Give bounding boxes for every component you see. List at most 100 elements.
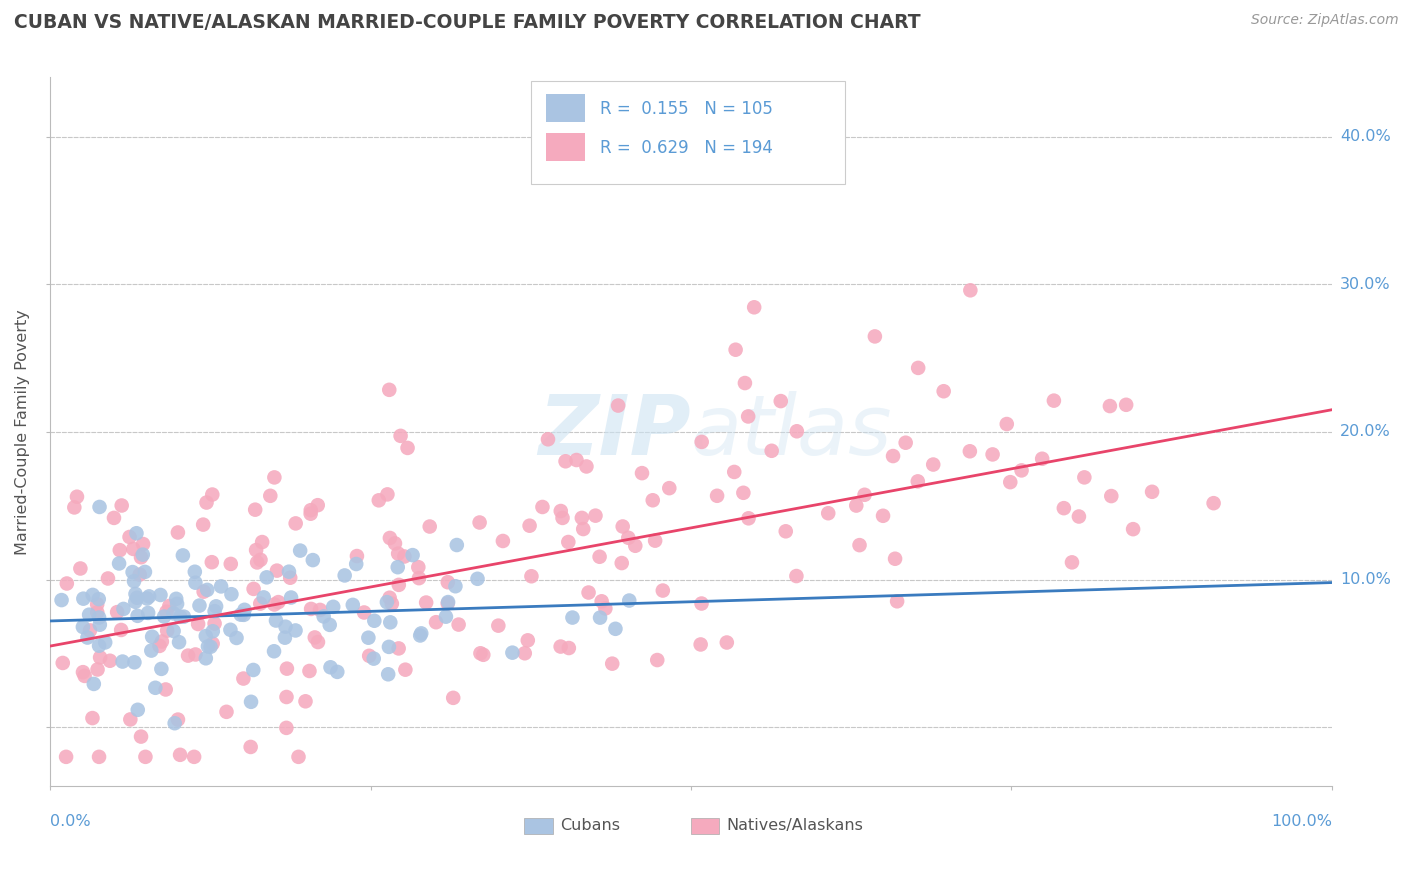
Point	[359, 648, 381, 663]
Point	[388, 578, 411, 592]
Text: Cubans: Cubans	[560, 818, 620, 833]
Point	[1043, 393, 1066, 408]
Text: Natives/Alaskans: Natives/Alaskans	[727, 818, 863, 833]
Point	[690, 597, 713, 611]
Point	[127, 608, 149, 623]
Point	[249, 553, 271, 567]
Point	[288, 543, 311, 558]
Point	[785, 569, 807, 583]
Point	[520, 569, 543, 583]
Point	[595, 601, 617, 615]
Point	[367, 493, 389, 508]
Point	[817, 506, 839, 520]
Point	[191, 517, 214, 532]
Point	[204, 616, 226, 631]
Point	[299, 503, 322, 517]
Point	[519, 518, 541, 533]
Point	[298, 664, 321, 678]
Point	[1099, 489, 1122, 503]
Point	[388, 641, 411, 656]
Point	[394, 549, 416, 564]
Point	[94, 635, 117, 649]
Point	[644, 533, 666, 548]
Point	[516, 633, 538, 648]
Point	[105, 605, 128, 619]
Point	[197, 640, 219, 654]
Point	[280, 591, 302, 605]
Point	[209, 579, 232, 593]
Point	[86, 606, 108, 620]
Point	[72, 665, 94, 680]
Point	[51, 593, 73, 607]
Point	[148, 639, 170, 653]
Point	[1073, 470, 1095, 484]
Point	[69, 561, 91, 575]
Point	[284, 516, 307, 531]
Point	[163, 716, 186, 731]
Point	[723, 465, 745, 479]
Point	[959, 283, 981, 297]
Point	[769, 394, 792, 409]
Point	[612, 519, 634, 533]
FancyBboxPatch shape	[690, 818, 718, 834]
Point	[558, 640, 581, 655]
Point	[605, 622, 627, 636]
Point	[127, 703, 149, 717]
Point	[215, 705, 238, 719]
Point	[550, 504, 572, 518]
Point	[232, 672, 254, 686]
Point	[122, 541, 145, 556]
Point	[194, 629, 217, 643]
Point	[87, 610, 110, 624]
Point	[363, 614, 385, 628]
Point	[863, 329, 886, 343]
Point	[531, 500, 554, 514]
Point	[233, 603, 256, 617]
Point	[183, 749, 205, 764]
Point	[301, 553, 323, 567]
Point	[377, 667, 399, 681]
Point	[995, 417, 1018, 431]
Point	[87, 749, 110, 764]
Point	[111, 655, 134, 669]
Point	[195, 582, 218, 597]
Point	[617, 531, 640, 545]
Point	[619, 593, 641, 607]
Point	[610, 556, 633, 570]
Point	[87, 639, 110, 653]
Point	[565, 453, 588, 467]
Point	[82, 711, 104, 725]
Point	[645, 653, 668, 667]
Point	[219, 557, 242, 571]
Point	[103, 511, 125, 525]
Point	[299, 507, 322, 521]
Point	[375, 595, 398, 609]
Point	[122, 574, 145, 589]
Point	[98, 654, 121, 668]
Point	[110, 623, 132, 637]
Point	[184, 648, 207, 662]
Point	[86, 597, 108, 611]
Point	[304, 631, 326, 645]
Point	[276, 662, 298, 676]
Point	[229, 607, 252, 622]
Point	[333, 568, 356, 582]
Point	[125, 526, 148, 541]
Point	[436, 597, 458, 611]
Point	[118, 530, 141, 544]
Point	[959, 444, 981, 458]
Point	[408, 571, 430, 585]
Point	[319, 618, 342, 632]
Point	[346, 549, 368, 563]
Point	[167, 525, 190, 540]
Point	[737, 409, 759, 424]
Point	[188, 599, 211, 613]
Point	[250, 535, 273, 549]
Point	[284, 624, 307, 638]
Point	[658, 481, 681, 495]
Point	[124, 655, 146, 669]
Point	[444, 579, 467, 593]
Point	[446, 538, 468, 552]
Point	[263, 644, 285, 658]
Point	[89, 500, 111, 514]
